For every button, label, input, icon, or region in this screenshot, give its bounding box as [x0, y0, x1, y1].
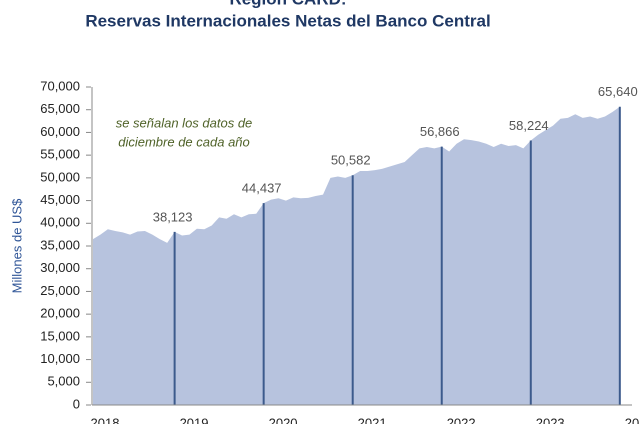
y-tick-label: 0: [73, 396, 80, 411]
y-tick-label: 20,000: [40, 306, 80, 321]
x-tick-label: 2020: [269, 415, 298, 424]
y-tick-label: 40,000: [40, 215, 80, 230]
y-tick-label: 10,000: [40, 351, 80, 366]
y-tick-label: 70,000: [40, 78, 80, 93]
y-tick-label: 30,000: [40, 260, 80, 275]
y-tick-label: 60,000: [40, 124, 80, 139]
plot-area: 0 5,000 10,000 15,000 20,000 25,000 30,000 35,0…: [40, 78, 640, 424]
y-tick-label: 45,000: [40, 192, 80, 207]
value-label: 56,866: [420, 124, 460, 139]
y-tick-label: 5,000: [47, 374, 80, 389]
y-axis-label: Millones de US$: [9, 198, 24, 293]
y-tick-label: 55,000: [40, 147, 80, 162]
y-tick-label: 35,000: [40, 237, 80, 252]
annotation-box: [107, 112, 261, 154]
x-tick-label: 2021: [358, 415, 387, 424]
area: [93, 106, 620, 405]
x-tick-label: 2022: [447, 415, 476, 424]
value-label: 65,640: [598, 84, 638, 99]
value-label: 50,582: [331, 153, 371, 168]
y-tick-label: 50,000: [40, 169, 80, 184]
annotation: diciembre de cada año: [118, 134, 250, 149]
y-tick-label: 25,000: [40, 283, 80, 298]
chart-subtitle: Reservas Internacionales Netas del Banco…: [85, 11, 490, 30]
chart-title: Región CARD:: [229, 0, 346, 8]
x-tick-label: 2023: [536, 415, 565, 424]
value-label: 58,224: [509, 118, 549, 133]
x-tick-label: 2018: [91, 415, 120, 424]
value-label: 44,437: [242, 181, 282, 196]
value-label: 38,123: [153, 209, 193, 224]
x-tick-label: 2019: [180, 415, 209, 424]
y-tick-label: 65,000: [40, 101, 80, 116]
x-tick-label: 2024: [625, 415, 640, 424]
y-tick-label: 15,000: [40, 328, 80, 343]
annotation: se señalan los datos de: [116, 115, 253, 130]
